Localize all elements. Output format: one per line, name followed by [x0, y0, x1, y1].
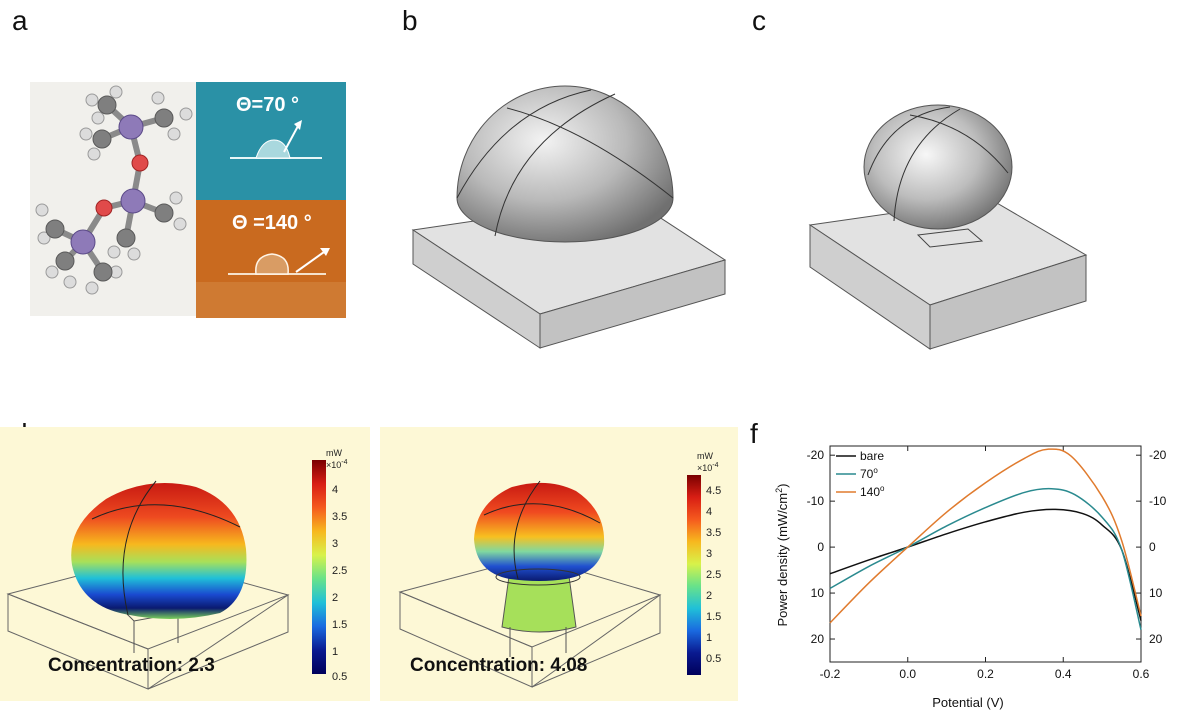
- y-tick-label-right: 0: [1149, 540, 1156, 554]
- panel-letter-a: a: [12, 5, 28, 36]
- colorbar-tick: 3: [332, 538, 339, 550]
- x-tick-label: -0.2: [820, 667, 841, 681]
- droplet-model-70: [395, 50, 745, 355]
- colorbar-tick: 4: [706, 506, 713, 518]
- series-line-70: [829, 487, 1142, 631]
- y-tick-label-right: 10: [1149, 586, 1163, 600]
- legend-label: 70o: [860, 466, 878, 481]
- colorbar-tick: 3.5: [706, 527, 722, 539]
- colorbar-tick: 1.5: [332, 619, 348, 631]
- colorbar-tick: 3: [706, 548, 713, 560]
- power-density-chart: -0.2 0.0 0.2 0.4 0.6 -20 -20 -10 -10 0 0 10 10 20 20 ba…: [774, 445, 1167, 710]
- colorbar-tick: 1: [706, 632, 713, 644]
- y-tick-label-right: -10: [1149, 494, 1167, 508]
- contact-angle-140-photo: Θ =140 °: [196, 200, 346, 318]
- x-tick-label: 0.4: [1055, 667, 1072, 681]
- colorbar-tick: 4.5: [706, 485, 722, 497]
- concentration-label-d: Concentration: 2.3: [48, 655, 215, 676]
- y-axis-label: Power density (mW/cm2): [774, 484, 790, 627]
- colorbar-tick: 2: [332, 592, 339, 604]
- colorbar-tick: 0.5: [706, 653, 722, 665]
- colorbar-d: [312, 460, 326, 674]
- plot-frame: [829, 445, 1142, 663]
- y-tick-label: 0: [817, 540, 824, 554]
- molecule-image: [30, 82, 196, 316]
- colorbar-unit-e: mW ×10-4: [697, 451, 719, 473]
- concentration-label-e: Concentration: 4.08: [410, 655, 588, 676]
- colorbar-tick: 1: [332, 646, 339, 658]
- panel-letter-f: f: [750, 418, 758, 449]
- simulation-panel-d: mW ×10-4 4 3.5 3 2.5 2 1.5 1 0.5 Concentr…: [0, 427, 370, 701]
- colorbar-tick: 4: [332, 484, 339, 496]
- colorbar-tick: 2: [706, 590, 713, 602]
- y-tick-label: 10: [811, 586, 825, 600]
- y-tick-label: -20: [807, 448, 825, 462]
- y-tick-label: -10: [807, 494, 825, 508]
- contact-angle-70-label: Θ=70 °: [236, 94, 300, 116]
- panel-letter-c: c: [752, 5, 766, 36]
- colorbar-e: [687, 475, 701, 675]
- colorbar-tick: 1.5: [706, 611, 722, 623]
- simulation-panel-e: mW ×10-4 4.5 4 3.5 3 2.5 2 1.5 1 0.5 Conc…: [380, 427, 738, 701]
- colorbar-tick: 2.5: [332, 565, 348, 577]
- colorbar-tick: 0.5: [332, 671, 348, 683]
- x-axis-label: Potential (V): [932, 695, 1004, 710]
- x-tick-label: 0.2: [977, 667, 994, 681]
- y-tick-label: 20: [811, 632, 825, 646]
- series-line-140: [829, 448, 1142, 624]
- colorbar-tick: 3.5: [332, 511, 348, 523]
- y-tick-label-right: -20: [1149, 448, 1167, 462]
- contact-angle-140-label: Θ =140 °: [232, 212, 312, 234]
- droplet-model-140: [800, 95, 1100, 355]
- x-tick-label: 0.6: [1133, 667, 1150, 681]
- legend-label: bare: [860, 449, 884, 463]
- legend-label: 140o: [860, 484, 885, 499]
- panel-letter-b: b: [402, 5, 418, 36]
- colorbar-tick: 2.5: [706, 569, 722, 581]
- x-tick-label: 0.0: [899, 667, 916, 681]
- colorbar-unit-d: mW ×10-4: [326, 448, 348, 470]
- plot-area: -0.2 0.0 0.2 0.4 0.6 -20 -20 -10 -10 0 0 10 10 20 20 ba…: [807, 445, 1167, 681]
- series-line-bare: [829, 508, 1142, 621]
- contact-angle-70-photo: Θ=70 °: [196, 82, 346, 200]
- y-tick-label-right: 20: [1149, 632, 1163, 646]
